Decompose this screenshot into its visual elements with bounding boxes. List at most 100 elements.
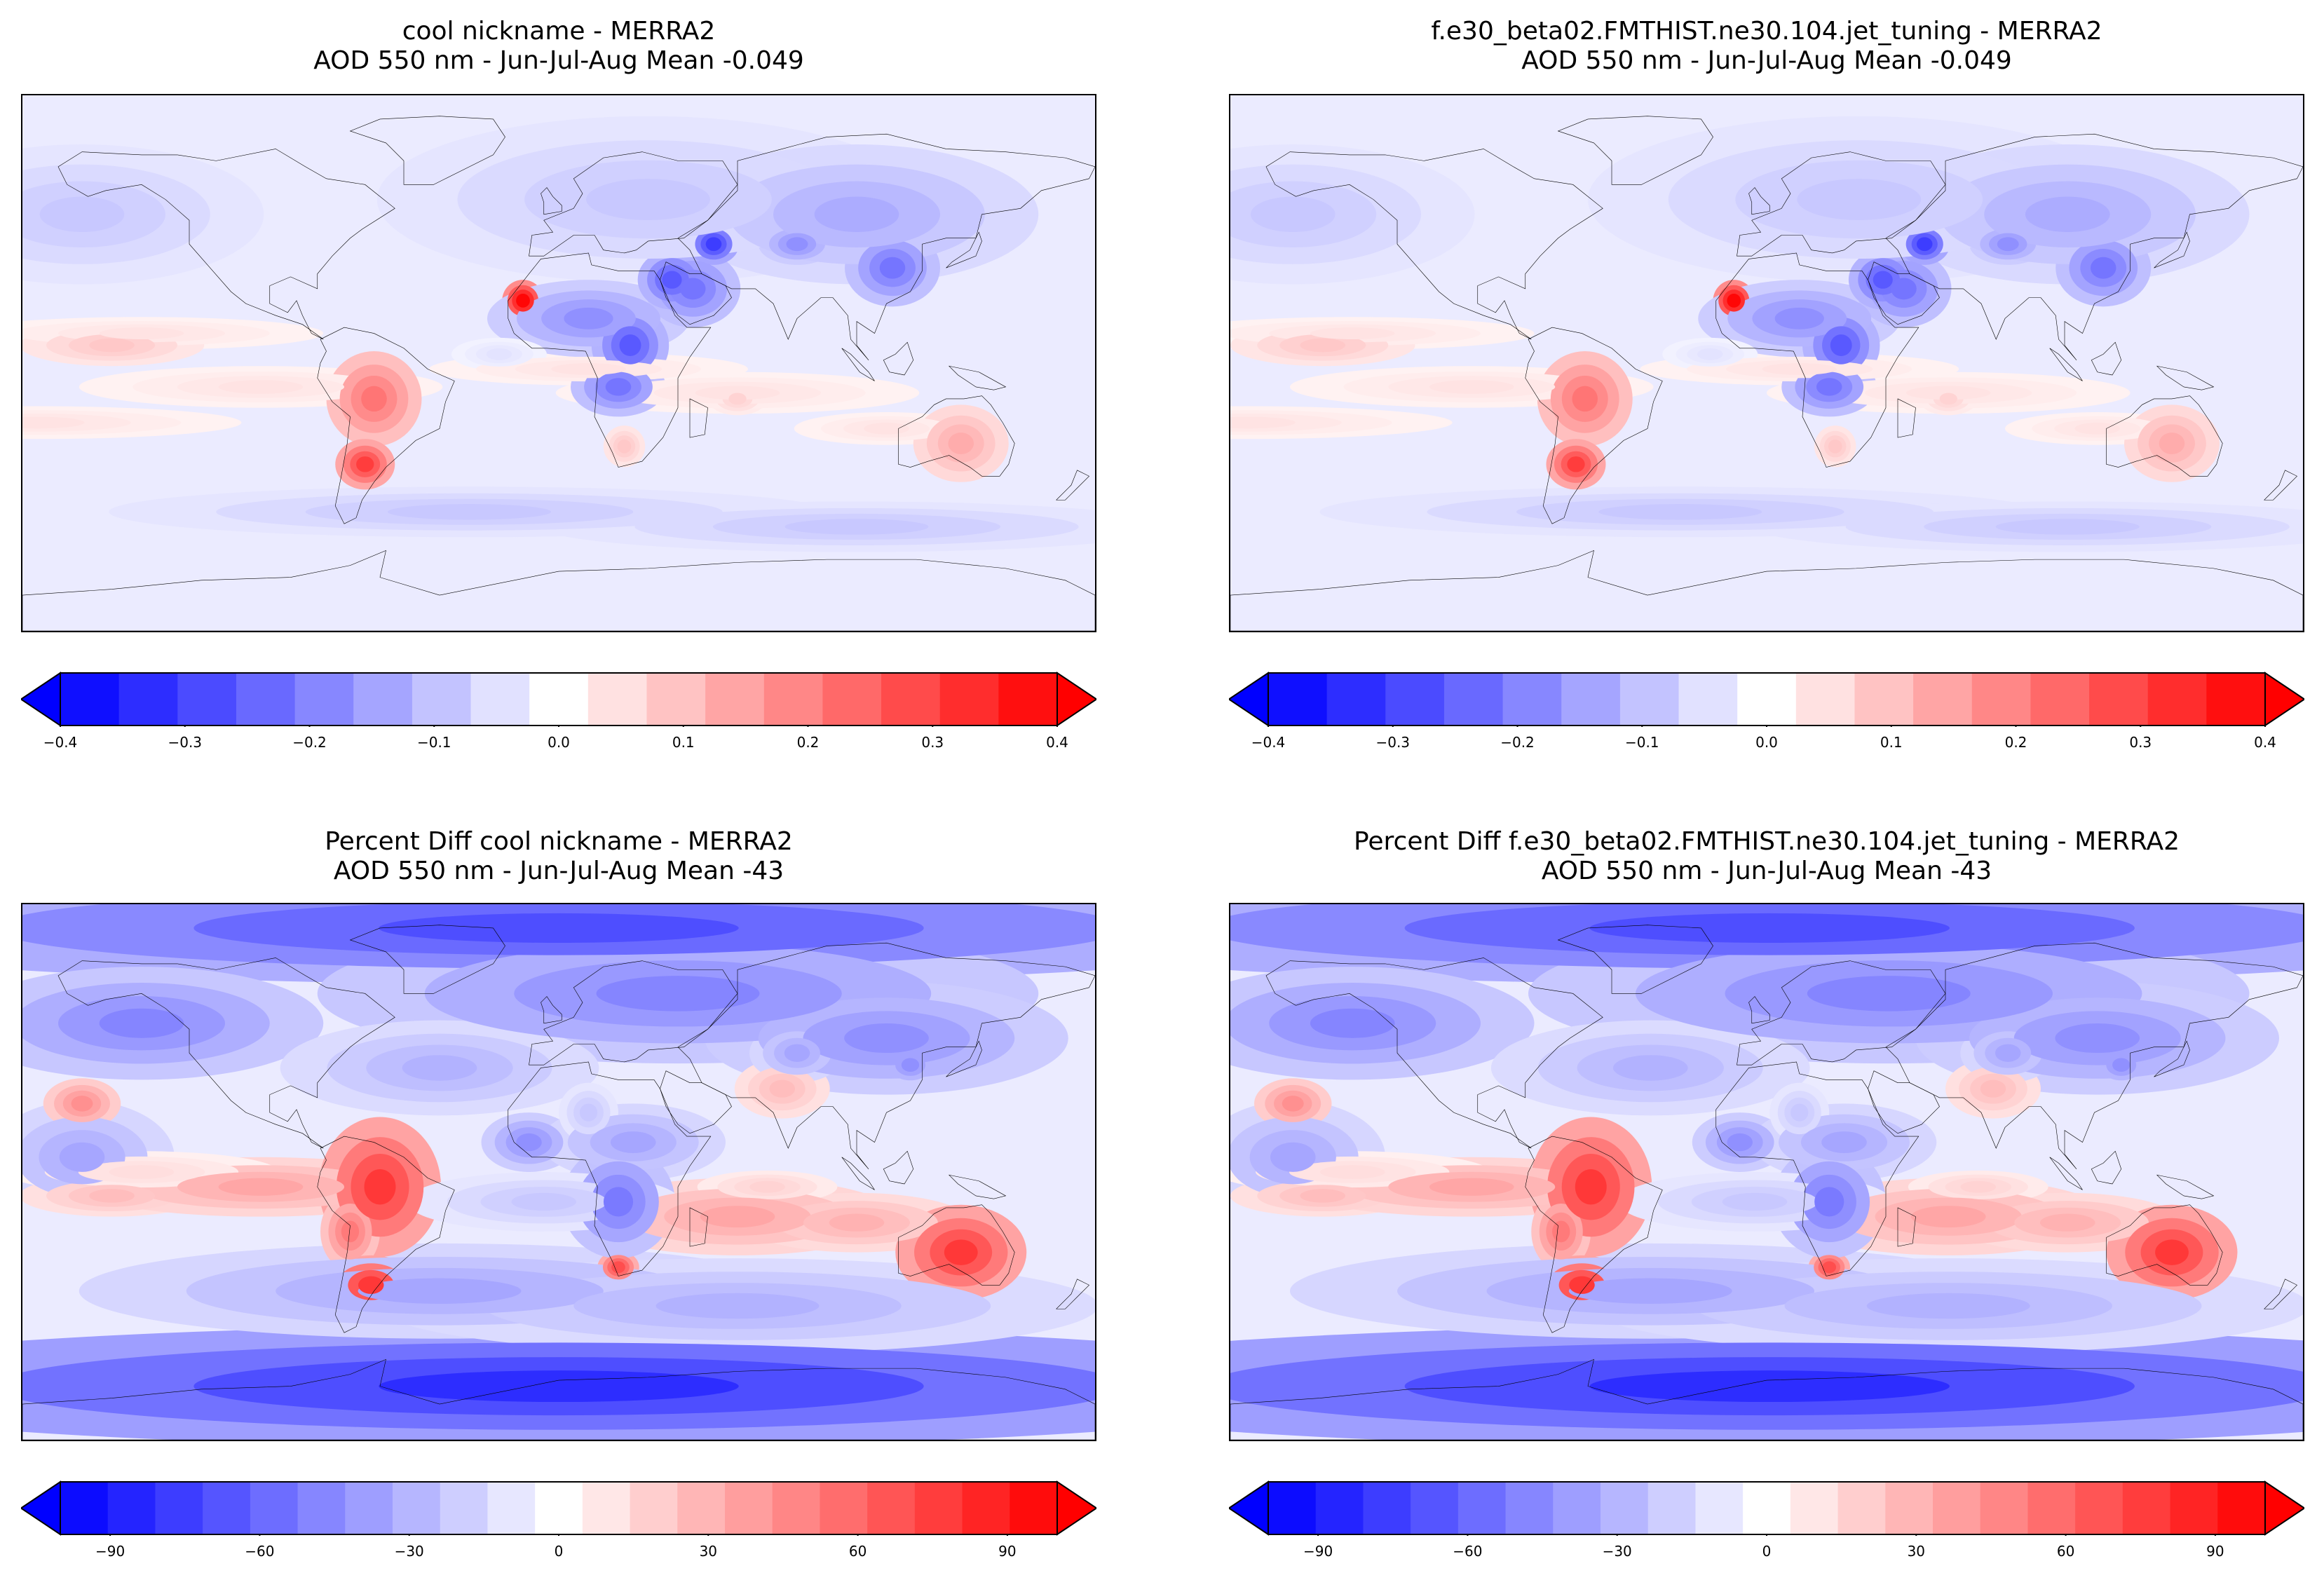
panel-2-title-line2: AOD 550 nm - Jun-Jul-Aug Mean -0.049 [1521,46,2012,75]
field-contour-blob [1822,1261,1837,1274]
coastline-asia [678,134,1095,360]
colorbar-segment [677,1482,726,1534]
field-contour-blob [361,386,387,412]
field-contour-blob [218,380,304,394]
colorbar-segment [1695,1482,1744,1534]
coastline-madagascar [1898,399,1916,437]
colorbar-tick-label: 30 [1907,1543,1926,1560]
field-contour-blob [1774,307,1824,329]
field-contour-blob [1270,1142,1316,1172]
colorbar-segment [1363,1482,1411,1534]
coastline-arabia [660,1071,732,1133]
field-contour-blob [579,1103,598,1122]
colorbar-segment [1933,1482,1981,1534]
field-contour-blob [1612,1055,1688,1081]
colorbar-segment [772,1482,820,1534]
coastline-japan [946,1041,982,1077]
coastline-borneo [883,1151,913,1184]
coastline-australia [899,396,1015,477]
coastline-uk [1749,188,1770,214]
coastline-arabia [1868,1071,1940,1133]
field-contour-blob [564,307,613,329]
field-contour-blob [619,334,641,356]
field-contour-blob [388,503,551,520]
field-contour-blob [516,1133,542,1152]
field-contour-blob [814,196,899,233]
coastline-sumatra [2050,348,2083,381]
field-contour-blob [829,1213,885,1232]
field-contour-blob [402,1055,477,1081]
field-contour-blob [655,1293,820,1319]
coastline-antarctica [22,1359,1095,1440]
colorbar-svg [1229,672,2304,727]
panel-4-colorbar: −90 −60 −30 0 30 60 90 [1229,1480,2304,1560]
colorbar-segment [470,673,530,726]
coastline-new-zealand [1056,1279,1089,1309]
colorbar-tick-label: 0.2 [2004,734,2027,751]
coastline-south-america [1525,327,1663,524]
map-field-svg [1230,904,2303,1440]
coastline-japan [2154,232,2190,268]
colorbar-segment [1010,1482,1058,1534]
field-contour-blob [1910,1206,1986,1228]
colorbar-segment [177,673,237,726]
coastline-greenland [1558,925,1713,994]
coastline-north-america [58,149,395,339]
field-contour-blob [784,1044,810,1062]
colorbar-tick-label: −0.4 [1251,734,1286,751]
field-contour-blob [1866,1293,2030,1319]
field-contour-blob [1282,1096,1304,1112]
panel-4-title-line1: Percent Diff f.e30_beta02.FMTHIST.ne30.1… [1353,827,2180,856]
colorbar-segment [763,673,823,726]
colorbar-tick-label: −0.3 [1375,734,1411,751]
colorbar-segment [1553,1482,1601,1534]
colorbar-segment [2217,1482,2266,1534]
coastline-madagascar [1898,1208,1916,1246]
colorbar-segment [2206,673,2266,726]
colorbar-tick-label: −0.1 [416,734,451,751]
field-contour-blob [1727,294,1741,308]
colorbar-svg [21,1480,1096,1536]
panel-1-title-line2: AOD 550 nm - Jun-Jul-Aug Mean -0.049 [313,46,804,75]
coastline-europe [529,152,738,257]
field-contour-blob [1916,237,1933,252]
field-contour-blob [879,257,906,279]
colorbar-segment [2122,1482,2171,1534]
field-contour-blob [59,1142,105,1172]
field-contour-blob [679,278,706,300]
colorbar-segment [60,673,120,726]
colorbar-segment [822,673,882,726]
colorbar-segment [1505,1482,1554,1534]
colorbar-segment [1268,1482,1317,1534]
field-contour-blob [948,432,974,455]
field-contour-blob [1790,1103,1809,1122]
field-contour-blob [1589,1370,1950,1403]
coastline-uk [541,997,562,1023]
colorbar-segment [2170,1482,2218,1534]
colorbar-tick-label: 0.0 [1755,734,1778,751]
panel-3-title-line2: AOD 550 nm - Jun-Jul-Aug Mean -43 [333,857,784,885]
field-contour-blob [218,1178,304,1196]
coastline-north-america [58,958,395,1148]
field-contour-blob [1429,380,1514,394]
panel-1-title-line1: cool nickname - MERRA2 [402,17,716,46]
colorbar-segment [1913,673,1973,726]
colorbar-segment [1457,1482,1507,1534]
field-contour-blob [99,327,184,340]
panel-4-title: Percent Diff f.e30_beta02.FMTHIST.ne30.1… [1229,827,2304,886]
colorbar-tick-label: 0 [554,1543,564,1560]
coastline-asia [1886,134,2303,360]
colorbar-segment [535,1482,583,1534]
field-contour-blob [99,1008,184,1038]
panel-3-title-line1: Percent Diff cool nickname - MERRA2 [325,827,793,856]
field-contour-blob [1572,386,1598,412]
colorbar-tick-label: 0.0 [548,734,570,751]
field-contour-blob [1727,1133,1753,1152]
coastline-greenland [351,925,505,994]
colorbar-segment [587,673,647,726]
colorbar-tick-label: −0.2 [1500,734,1535,751]
field-contour-blob [39,196,125,233]
field-contour-blob [379,913,739,944]
field-contour-blob [356,456,374,472]
field-contour-blob [1980,1079,2006,1098]
